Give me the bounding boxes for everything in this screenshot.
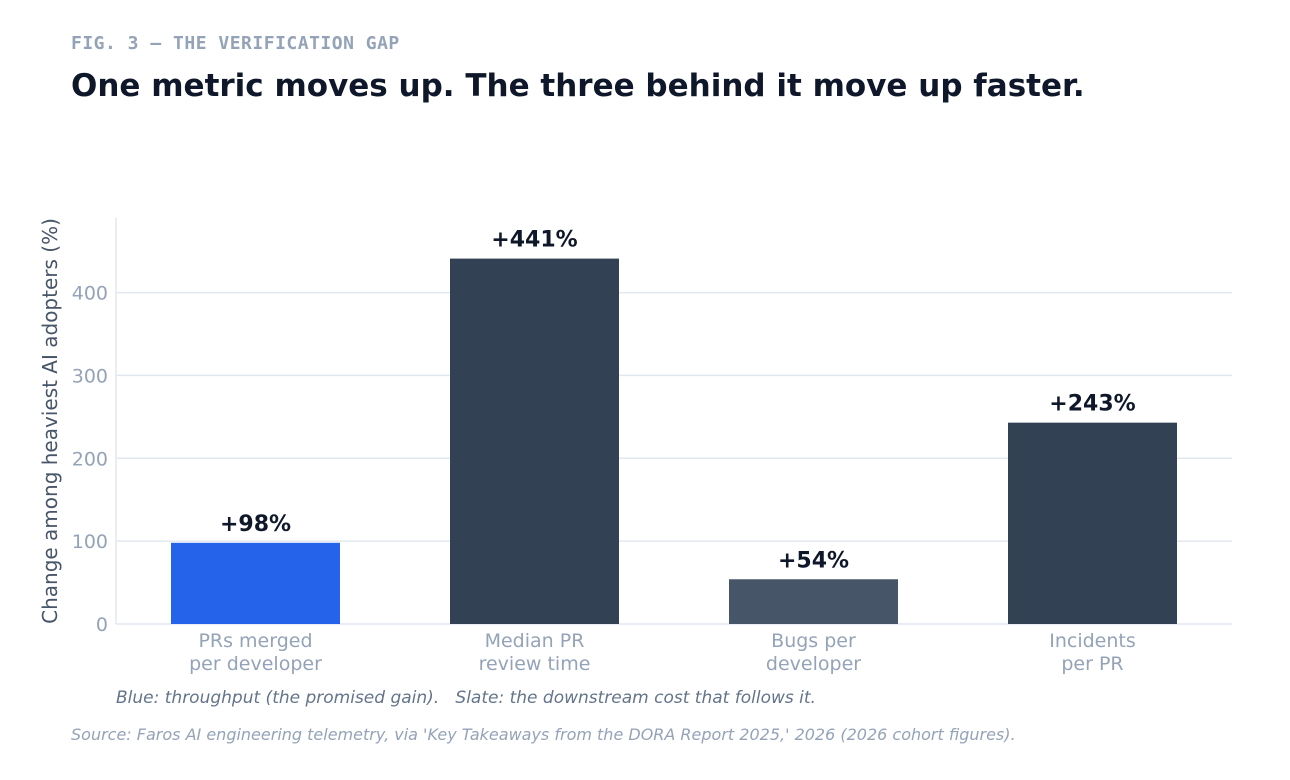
x-tick-label: per developer — [189, 653, 322, 675]
bar-chart: +98% +441% +54% +243% 0 100 200 300 400 PRs mer… — [38, 218, 1232, 675]
x-tick-label: Median PR — [485, 630, 585, 652]
y-tick-labels: 0 100 200 300 400 — [72, 283, 108, 636]
chart-caption: Blue: throughput (the promised gain). Sl… — [116, 688, 816, 708]
x-tick-label: per PR — [1061, 653, 1123, 675]
x-tick-label: Bugs per — [771, 630, 856, 652]
x-tick-label: developer — [766, 653, 861, 675]
source-note: Source: Faros AI engineering telemetry, … — [71, 725, 1016, 744]
y-tick-label: 200 — [72, 448, 108, 470]
y-tick-label: 100 — [72, 531, 108, 553]
x-tick-label: PRs merged — [198, 630, 312, 652]
bar — [171, 542, 340, 624]
bar — [450, 258, 619, 624]
y-tick-label: 300 — [72, 365, 108, 387]
bar — [729, 579, 898, 624]
bar-data-label: +54% — [778, 548, 849, 573]
y-tick-label: 400 — [72, 283, 108, 305]
data-labels: +98% +441% +54% +243% — [220, 228, 1136, 574]
y-tick-label: 0 — [96, 614, 108, 636]
bar — [1008, 422, 1177, 624]
chart-title: One metric moves up. The three behind it… — [71, 68, 1085, 104]
y-axis-label: Change among heaviest AI adopters (%) — [38, 218, 62, 624]
x-tick-label: review time — [479, 653, 591, 675]
figure-kicker: FIG. 3 — THE VERIFICATION GAP — [71, 33, 400, 54]
bars — [171, 258, 1177, 624]
bar-data-label: +243% — [1049, 392, 1135, 417]
bar-data-label: +441% — [491, 228, 577, 253]
x-tick-label: Incidents — [1049, 630, 1136, 652]
bar-data-label: +98% — [220, 512, 291, 537]
